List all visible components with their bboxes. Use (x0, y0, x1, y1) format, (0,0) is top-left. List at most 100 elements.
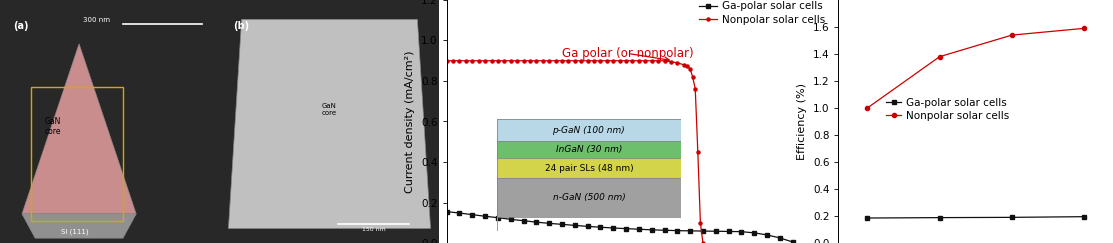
Ga-polar solar cells (479, 215, 492, 218)
Ga-polar solar cells (709, 230, 722, 233)
Line: Nonpolar solar cells: Nonpolar solar cells (865, 26, 1086, 110)
Line: Ga-polar solar cells: Ga-polar solar cells (445, 210, 795, 243)
Nonpolar solar cells (658, 59, 671, 62)
Nonpolar solar cells (516, 59, 530, 62)
Ga-polar solar cells (860, 217, 874, 219)
Nonpolar solar cells (453, 59, 466, 62)
Nonpolar solar cells (479, 59, 492, 62)
Nonpolar solar cells (632, 59, 646, 62)
Ga-polar solar cells (581, 225, 594, 228)
Ga-polar solar cells (440, 210, 453, 213)
Ga-polar solar cells (671, 229, 684, 232)
Nonpolar solar cells (530, 59, 543, 62)
Nonpolar solar cells (613, 59, 627, 62)
Nonpolar solar cells (504, 59, 518, 62)
Nonpolar solar cells (860, 106, 874, 109)
Nonpolar solar cells (1005, 34, 1018, 36)
Bar (219, 0, 440, 243)
Nonpolar solar cells (588, 59, 601, 62)
Nonpolar solar cells (697, 242, 710, 243)
Nonpolar solar cells (536, 59, 550, 62)
Ga-polar solar cells (542, 222, 555, 225)
Ga-polar solar cells (646, 228, 659, 231)
Nonpolar solar cells (607, 59, 620, 62)
Ga-polar solar cells (530, 221, 543, 224)
Polygon shape (228, 19, 431, 228)
Ga-polar solar cells (491, 216, 504, 219)
Nonpolar solar cells (523, 59, 536, 62)
Legend: Ga-polar solar cells, Nonpolar solar cells: Ga-polar solar cells, Nonpolar solar cel… (698, 0, 826, 26)
Ga-polar solar cells (748, 231, 761, 234)
Text: 300 nm: 300 nm (83, 17, 110, 23)
Nonpolar solar cells (620, 59, 633, 62)
Legend: Ga-polar solar cells, Nonpolar solar cells: Ga-polar solar cells, Nonpolar solar cel… (885, 97, 1009, 122)
Text: GaN
core: GaN core (322, 103, 337, 116)
Ga-polar solar cells (786, 241, 799, 243)
Nonpolar solar cells (498, 59, 511, 62)
Nonpolar solar cells (677, 63, 690, 66)
Polygon shape (22, 44, 136, 214)
Ga-polar solar cells (683, 229, 697, 232)
Bar (0, 0, 219, 243)
Nonpolar solar cells (555, 59, 569, 62)
Nonpolar solar cells (460, 59, 473, 62)
Ga-polar solar cells (1005, 216, 1018, 219)
Text: Si (111): Si (111) (61, 228, 89, 235)
Nonpolar solar cells (600, 59, 613, 62)
Nonpolar solar cells (671, 61, 684, 64)
Ga-polar solar cells (735, 230, 748, 233)
Ga-polar solar cells (722, 230, 736, 233)
Nonpolar solar cells (691, 150, 705, 153)
Nonpolar solar cells (664, 60, 678, 63)
Ga-polar solar cells (453, 212, 466, 215)
Ga-polar solar cells (632, 228, 646, 231)
Nonpolar solar cells (581, 59, 594, 62)
Ga-polar solar cells (516, 219, 530, 222)
Text: GaN
core: GaN core (45, 117, 61, 136)
Nonpolar solar cells (465, 59, 479, 62)
Nonpolar solar cells (568, 59, 581, 62)
Text: (b): (b) (233, 21, 249, 31)
Nonpolar solar cells (693, 221, 707, 224)
Ga-polar solar cells (933, 216, 946, 219)
Nonpolar solar cells (689, 88, 702, 91)
Text: Ga polar (or nonpolar): Ga polar (or nonpolar) (562, 47, 693, 62)
Y-axis label: Current density (mA/cm²): Current density (mA/cm²) (405, 50, 415, 193)
Ga-polar solar cells (465, 213, 479, 216)
Ga-polar solar cells (504, 218, 518, 221)
Ga-polar solar cells (658, 229, 671, 232)
Nonpolar solar cells (511, 59, 524, 62)
Nonpolar solar cells (683, 67, 697, 70)
Nonpolar solar cells (485, 59, 499, 62)
Ga-polar solar cells (760, 234, 774, 236)
Ga-polar solar cells (697, 230, 710, 233)
Ga-polar solar cells (568, 224, 581, 227)
Nonpolar solar cells (626, 59, 639, 62)
Nonpolar solar cells (562, 59, 575, 62)
Nonpolar solar cells (686, 76, 699, 78)
Nonpolar solar cells (593, 59, 607, 62)
Polygon shape (22, 214, 136, 238)
Ga-polar solar cells (555, 223, 569, 226)
Nonpolar solar cells (440, 59, 453, 62)
Nonpolar solar cells (1077, 27, 1091, 30)
Nonpolar solar cells (651, 59, 664, 62)
Line: Ga-polar solar cells: Ga-polar solar cells (865, 215, 1086, 220)
Nonpolar solar cells (446, 59, 460, 62)
Bar (31, 87, 124, 221)
Nonpolar solar cells (639, 59, 652, 62)
Nonpolar solar cells (549, 59, 562, 62)
Y-axis label: Efficiency (%): Efficiency (%) (797, 83, 807, 160)
Nonpolar solar cells (933, 55, 946, 58)
Nonpolar solar cells (542, 59, 555, 62)
Ga-polar solar cells (593, 226, 607, 229)
Ga-polar solar cells (607, 226, 620, 229)
Nonpolar solar cells (646, 59, 659, 62)
Ga-polar solar cells (774, 236, 787, 239)
Nonpolar solar cells (472, 59, 485, 62)
Ga-polar solar cells (620, 227, 633, 230)
Text: (a): (a) (13, 21, 29, 31)
Nonpolar solar cells (574, 59, 588, 62)
Nonpolar solar cells (491, 59, 504, 62)
Text: 150 nm: 150 nm (362, 227, 385, 232)
